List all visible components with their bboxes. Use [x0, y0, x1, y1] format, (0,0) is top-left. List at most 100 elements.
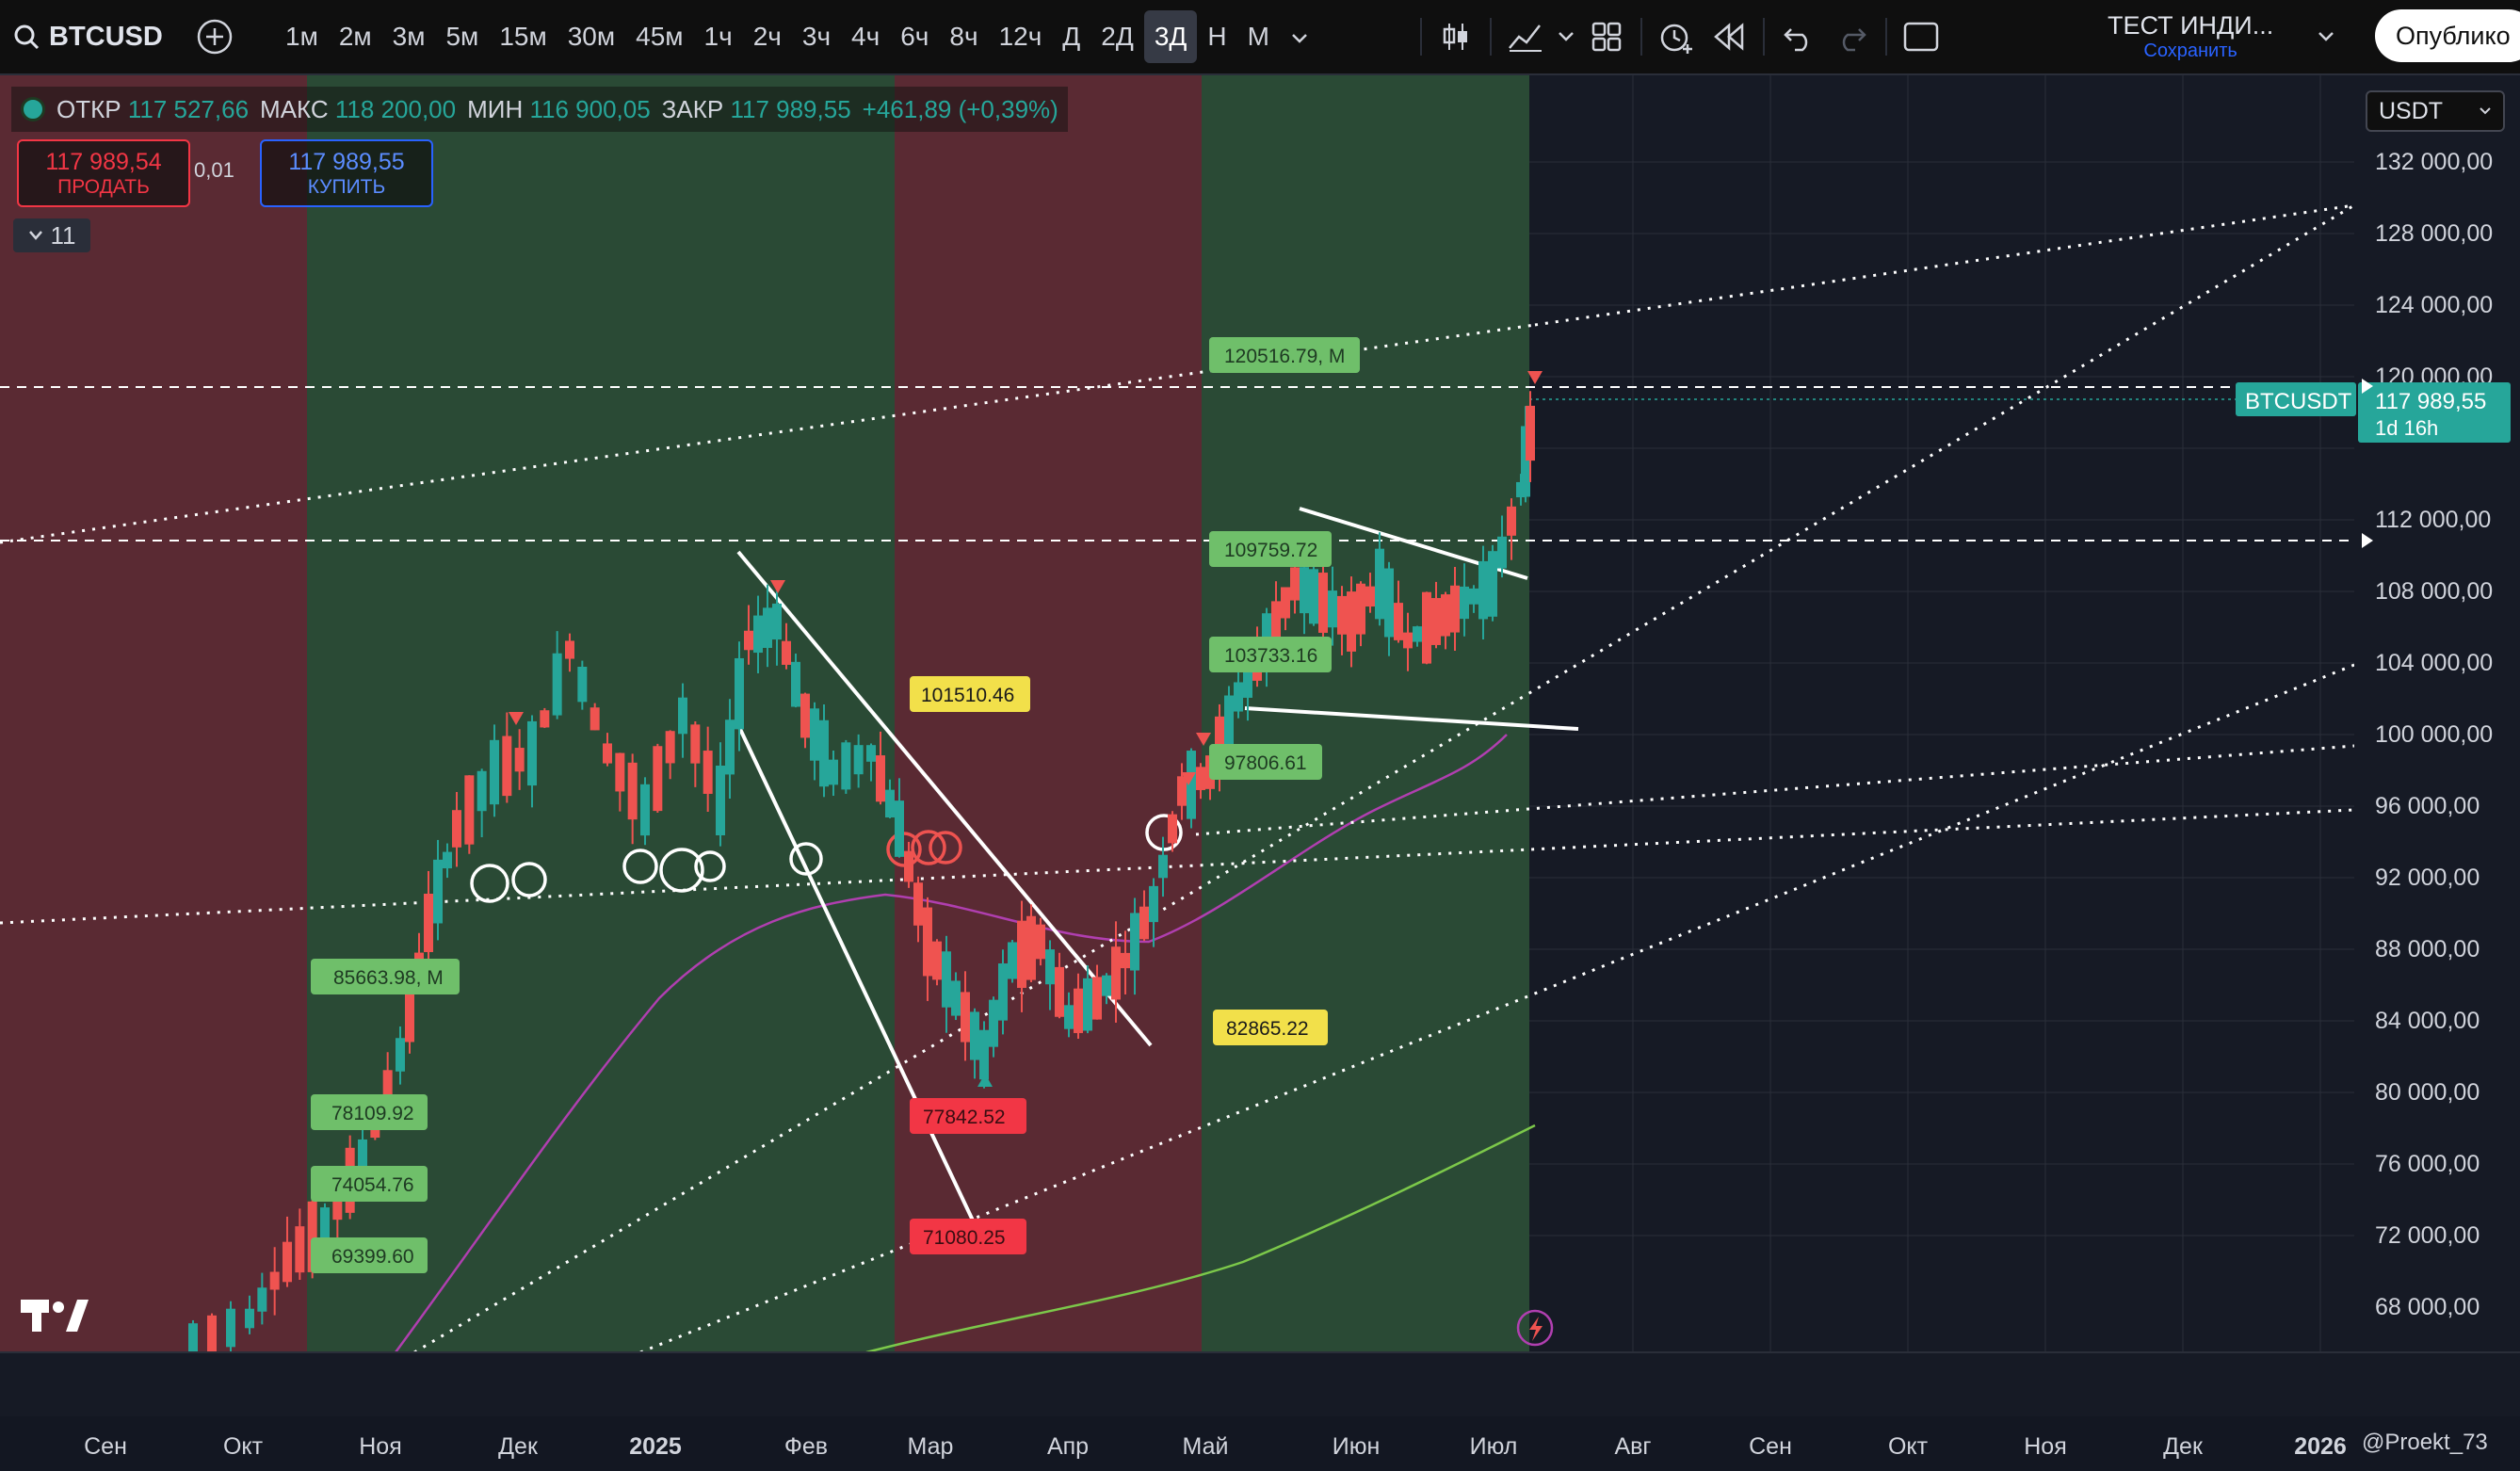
layout-title-block[interactable]: ТЕСТ ИНДИ... Сохранить [2108, 11, 2273, 62]
candle-body [1092, 977, 1102, 1020]
candle-body [514, 748, 525, 772]
timeframe-4h[interactable]: 4ч [851, 22, 880, 51]
timeframe-15m[interactable]: 15м [499, 22, 547, 51]
compare-button[interactable] [196, 0, 234, 73]
candle-body [1356, 583, 1365, 635]
price-chart[interactable]: 120516.79, M 101510.46 109759.72 103733.… [0, 75, 2520, 1471]
time-tick-label: 2025 [629, 1433, 682, 1460]
time-tick-label: Мар [908, 1433, 954, 1460]
price-tick-label: 96 000,00 [2375, 793, 2480, 819]
add-circle-icon [197, 19, 233, 55]
timeframe-1d[interactable]: Д [1062, 22, 1081, 51]
candle-body [970, 1011, 979, 1060]
candle-body [725, 719, 735, 775]
candle-body [452, 810, 461, 848]
timeframe-12h[interactable]: 12ч [998, 22, 1042, 51]
divider [1640, 18, 1642, 56]
undo-button[interactable] [1772, 10, 1825, 63]
fullscreen-button[interactable] [1895, 10, 1947, 63]
time-axis[interactable]: Сен Окт Ноя Дек 2025 Фев Мар Апр Май Июн Июл Авг Сен… [84, 1433, 2347, 1460]
candle-body [1422, 591, 1431, 664]
layout-button[interactable] [1580, 10, 1633, 63]
chevron-down-icon [28, 231, 42, 240]
candle-body [876, 755, 885, 802]
candle-body [1413, 626, 1422, 642]
timeframe-3m[interactable]: 3м [392, 22, 426, 51]
lightning-icon[interactable] [1516, 1309, 1554, 1347]
save-status[interactable]: Сохранить [2143, 40, 2237, 61]
candle-body [1271, 601, 1281, 642]
candle-body [490, 739, 499, 805]
timeframe-3d[interactable]: 3Д [1143, 10, 1198, 63]
price-tick-label: 108 000,00 [2375, 578, 2493, 605]
spread-value: 0,01 [194, 158, 234, 182]
candle-body [1026, 915, 1036, 980]
high-label: МАКС [260, 94, 329, 123]
price-tick-label: 68 000,00 [2375, 1294, 2480, 1320]
sell-button[interactable]: 117 989,54 ПРОДАТЬ [17, 139, 190, 207]
replay-button[interactable] [1703, 10, 1755, 63]
timeframe-45m[interactable]: 45м [636, 22, 684, 51]
candle-body [603, 743, 612, 764]
timeframe-30m[interactable]: 30м [567, 22, 616, 51]
redo-button[interactable] [1825, 10, 1878, 63]
candle-body [735, 657, 744, 730]
candle-body [1526, 405, 1535, 461]
candles [188, 391, 1535, 1382]
candle-body [1384, 568, 1394, 638]
label-69399: 69399.60 [331, 1246, 414, 1268]
candle-body [332, 1185, 343, 1220]
zone-red [0, 75, 307, 1352]
candle-body [1017, 920, 1026, 989]
candle-body [763, 607, 772, 648]
currency-select[interactable]: USDT [2366, 90, 2505, 132]
candle-body [1187, 751, 1196, 819]
time-tick-label: Авг [1614, 1433, 1651, 1460]
divider [1490, 18, 1492, 56]
watermark: @Proekt_73 [2362, 1430, 2488, 1455]
timeframe-1m[interactable]: 1м [285, 22, 318, 51]
buy-button[interactable]: 117 989,55 КУПИТЬ [260, 139, 433, 207]
visibility-dot-icon[interactable] [21, 97, 45, 121]
price-tick-label: 100 000,00 [2375, 721, 2493, 748]
time-tick-label: Фев [784, 1433, 828, 1460]
time-tick-label: Окт [1888, 1433, 1929, 1460]
time-tick-label: Ноя [359, 1433, 402, 1460]
candle-body [942, 951, 951, 1008]
label-109759: 109759.72 [1224, 540, 1317, 561]
timeframe-1h[interactable]: 1ч [703, 22, 733, 51]
indicators-collapse-button[interactable]: 11 [13, 218, 90, 252]
layout-dropdown[interactable] [2317, 0, 2335, 73]
indicators-dropdown[interactable] [1552, 10, 1580, 63]
timeframe-2m[interactable]: 2м [338, 22, 372, 51]
candle-body [283, 1241, 292, 1283]
candle-body [1318, 573, 1328, 633]
timeframe-2d[interactable]: 2Д [1101, 22, 1134, 51]
alert-button[interactable] [1650, 10, 1703, 63]
timeframe-5m[interactable]: 5м [445, 22, 479, 51]
symbol-tag: BTCUSDT [2245, 389, 2352, 414]
publish-button[interactable]: Опублико [2375, 9, 2520, 62]
candle-body [923, 907, 932, 977]
timeframe-dropdown[interactable] [1280, 10, 1319, 63]
timeframe-3h[interactable]: 3ч [801, 22, 832, 51]
indicators-button[interactable] [1499, 10, 1552, 63]
low-value: 116 900,05 [529, 94, 651, 123]
timeframe-1mo[interactable]: М [1247, 22, 1269, 51]
candle-body [477, 770, 487, 812]
timeframe-6h[interactable]: 6ч [900, 22, 929, 51]
candle-body [502, 736, 512, 797]
timeframe-8h[interactable]: 8ч [949, 22, 978, 51]
candle-body [405, 979, 414, 1043]
chart-type-button[interactable] [1430, 10, 1482, 63]
symbol-search[interactable]: BTCUSD [13, 0, 163, 73]
price-tick-label: 104 000,00 [2375, 650, 2493, 676]
candle-body [207, 1315, 217, 1360]
timeframe-2h[interactable]: 2ч [752, 22, 782, 51]
candle-body [443, 851, 452, 869]
price-labels: 120516.79, M 101510.46 109759.72 103733.… [311, 337, 1360, 1273]
candle-body [464, 775, 475, 845]
timeframe-1w[interactable]: Н [1207, 22, 1227, 51]
sell-label: ПРОДАТЬ [57, 175, 150, 198]
